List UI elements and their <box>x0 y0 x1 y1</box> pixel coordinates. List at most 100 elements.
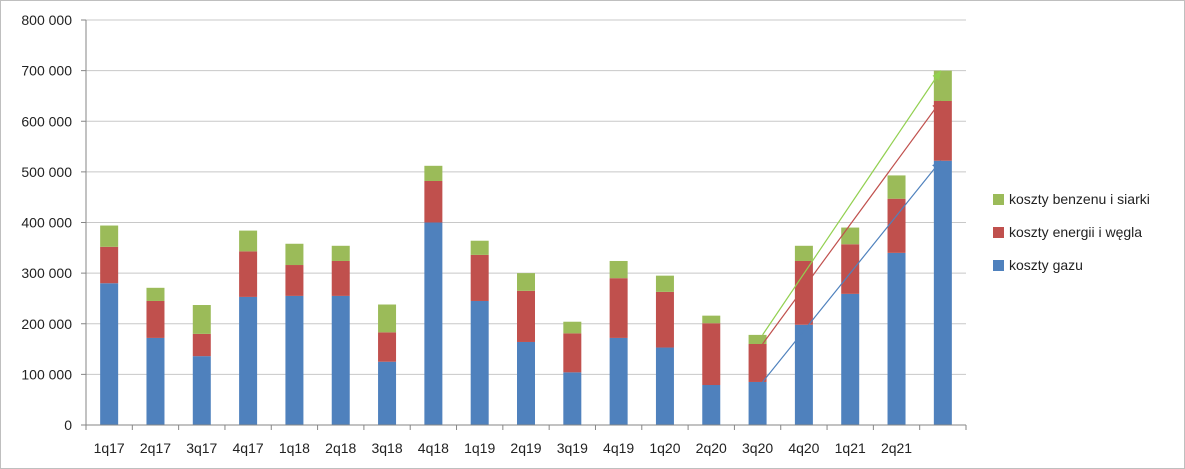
x-tick-label: 3q19 <box>557 440 588 456</box>
bar-segment <box>331 245 350 261</box>
y-tick-label: 700 000 <box>21 63 72 79</box>
bar-segment <box>285 265 304 296</box>
axes: 0 100 000 200 000 300 000 400 000 500 000 600 … <box>21 12 967 456</box>
bar-segment <box>841 227 860 245</box>
bar-segment <box>378 304 397 333</box>
bar-segment <box>702 315 721 324</box>
bar-segment <box>563 321 582 334</box>
bar-segment <box>794 245 813 261</box>
bar-segment <box>609 260 628 279</box>
bar-segment <box>100 225 119 247</box>
trend-arrow-line <box>762 70 942 336</box>
x-tick-label: 4q17 <box>233 440 264 456</box>
y-tick-label: 800 000 <box>21 12 72 28</box>
bar-segment <box>100 246 119 284</box>
trend-arrow-line <box>762 100 942 345</box>
y-tick-label: 500 000 <box>21 164 72 180</box>
bar-segment <box>331 260 350 296</box>
bar-segment <box>794 324 813 425</box>
bar-segment <box>285 243 304 266</box>
bar-segment <box>470 300 489 425</box>
x-tick-label: 1q21 <box>835 440 866 456</box>
bar-segment <box>239 230 258 252</box>
x-tick-label: 1q19 <box>464 440 495 456</box>
bar-segment <box>517 341 535 425</box>
x-tick-label: 1q17 <box>94 440 125 456</box>
bar-segment <box>100 283 119 425</box>
y-tick-label: 0 <box>64 417 72 433</box>
bar-segment <box>239 296 258 425</box>
bar-segment <box>702 385 721 425</box>
trend-arrow-head <box>932 70 941 81</box>
trend-arrows <box>762 70 942 383</box>
bar-segment <box>239 251 258 297</box>
bar-segment <box>146 300 165 338</box>
x-tick-label: 2q20 <box>696 440 727 456</box>
bar-segment <box>748 334 767 344</box>
bar-segment <box>378 361 397 425</box>
legend-swatch <box>993 260 1004 271</box>
x-tick-label: 1q18 <box>279 440 310 456</box>
trend-arrow-head <box>932 160 941 171</box>
legend-label: koszty energii i węgla <box>1009 224 1142 240</box>
bar-segment <box>655 275 674 292</box>
x-tick-label: 4q18 <box>418 440 449 456</box>
bar-segment <box>331 295 350 425</box>
bar-segment <box>609 278 628 338</box>
legend-swatch <box>993 227 1004 238</box>
bar-segment <box>424 165 443 181</box>
bar-segment <box>887 175 906 199</box>
bar-segment <box>609 337 628 425</box>
bar-segment <box>146 287 165 301</box>
bar-segment <box>192 356 211 425</box>
x-tick-label: 4q20 <box>788 440 819 456</box>
bar-segment <box>702 323 721 386</box>
bar-segment <box>887 252 906 425</box>
y-tick-label: 400 000 <box>21 215 72 231</box>
bar-segment <box>470 254 489 301</box>
bar-segment <box>424 180 443 223</box>
trend-arrow-line <box>762 160 942 383</box>
x-tick-label: 3q17 <box>186 440 217 456</box>
bars <box>100 70 952 426</box>
trend-arrow-head <box>932 101 941 111</box>
x-tick-label: 3q18 <box>371 440 402 456</box>
bar-segment <box>192 333 211 357</box>
bar-segment <box>146 337 165 425</box>
bar-segment <box>748 381 767 425</box>
bar-segment <box>517 290 535 342</box>
x-tick-label: 4q19 <box>603 440 634 456</box>
y-tick-label: 200 000 <box>21 316 72 332</box>
legend-label: koszty gazu <box>1009 257 1083 273</box>
bar-segment <box>794 260 813 325</box>
bar-segment <box>933 160 952 426</box>
x-tick-label: 3q20 <box>742 440 773 456</box>
legend-swatch <box>993 194 1004 205</box>
y-tick-label: 300 000 <box>21 265 72 281</box>
bar-segment <box>655 347 674 425</box>
x-tick-label: 2q18 <box>325 440 356 456</box>
bar-segment <box>378 332 397 362</box>
legend: koszty benzenu i siarki koszty energii i … <box>993 191 1150 273</box>
x-tick-label: 1q20 <box>649 440 680 456</box>
bar-segment <box>933 101 952 161</box>
y-tick-label: 100 000 <box>21 366 72 382</box>
bar-segment <box>841 293 860 425</box>
bar-segment <box>424 222 443 425</box>
bar-segment <box>841 244 860 294</box>
x-tick-label: 2q21 <box>881 440 912 456</box>
bar-segment <box>563 333 582 373</box>
bar-segment <box>192 305 211 334</box>
bar-segment <box>517 273 535 291</box>
bar-segment <box>285 295 304 425</box>
bar-segment <box>887 198 906 253</box>
bar-segment <box>470 240 489 255</box>
bar-segment <box>563 372 582 425</box>
x-tick-label: 2q19 <box>510 440 541 456</box>
legend-label: koszty benzenu i siarki <box>1009 191 1150 207</box>
bar-segment <box>655 291 674 348</box>
bar-segment <box>748 344 767 382</box>
x-tick-label: 2q17 <box>140 440 171 456</box>
